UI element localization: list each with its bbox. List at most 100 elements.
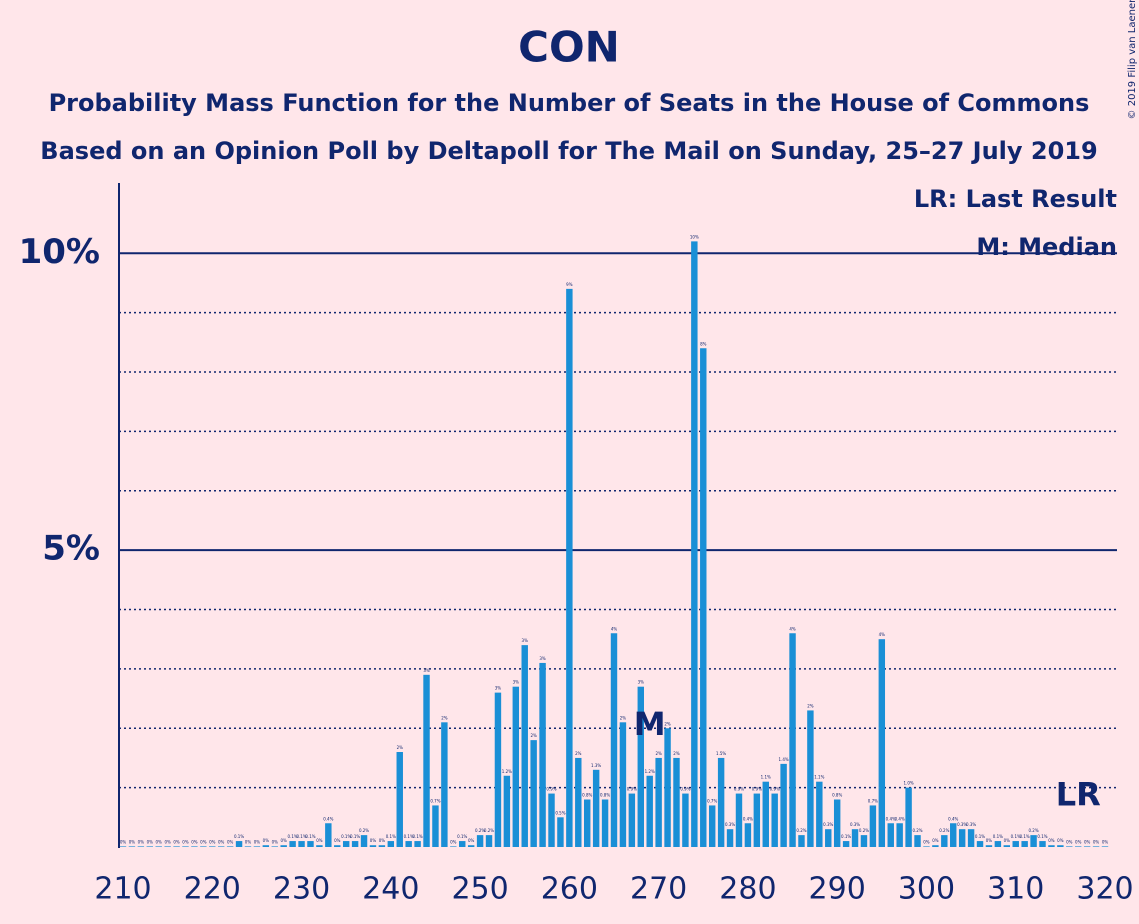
x-tick-label: 240 bbox=[362, 872, 419, 907]
value-label: 1.2% bbox=[502, 769, 512, 774]
value-label: 0% bbox=[1004, 838, 1011, 843]
value-label: 0% bbox=[1084, 839, 1091, 844]
x-tick-label: 220 bbox=[184, 872, 241, 907]
bar bbox=[316, 845, 323, 847]
bar bbox=[137, 846, 145, 847]
value-label: 0.2% bbox=[359, 828, 369, 833]
bar bbox=[798, 835, 805, 847]
value-label: 0.5% bbox=[555, 810, 565, 815]
marker-label: M bbox=[634, 705, 666, 743]
bar bbox=[1057, 845, 1064, 847]
value-label: 0.1% bbox=[404, 834, 414, 839]
bar bbox=[887, 823, 894, 847]
value-label: 4% bbox=[789, 626, 796, 631]
value-label: 0.1% bbox=[1020, 834, 1030, 839]
value-label: 9% bbox=[566, 282, 573, 287]
bar bbox=[342, 841, 350, 847]
value-label: 0.8% bbox=[582, 793, 592, 798]
bar bbox=[575, 757, 582, 847]
bar bbox=[691, 241, 698, 847]
bar bbox=[271, 846, 278, 847]
value-label: 0.1% bbox=[234, 834, 244, 839]
subtitle: Probability Mass Function for the Number… bbox=[49, 89, 1090, 117]
bar bbox=[1012, 841, 1019, 847]
bar bbox=[923, 846, 930, 847]
value-label: 1.2% bbox=[645, 769, 655, 774]
value-label: 0.1% bbox=[305, 834, 315, 839]
bar bbox=[967, 829, 975, 847]
bar bbox=[200, 846, 207, 847]
value-label: 0% bbox=[147, 839, 154, 844]
value-label: 0% bbox=[227, 839, 234, 844]
value-label: 0% bbox=[281, 838, 288, 843]
value-label: 3% bbox=[539, 656, 546, 661]
legend-entry: M: Median bbox=[976, 233, 1117, 261]
bar bbox=[842, 841, 850, 847]
value-label: 0.4% bbox=[895, 816, 905, 821]
bar bbox=[950, 823, 957, 847]
bar bbox=[717, 757, 725, 847]
value-label: 0.1% bbox=[288, 834, 298, 839]
bar bbox=[994, 841, 1002, 847]
bar bbox=[155, 846, 162, 847]
bar bbox=[467, 845, 475, 847]
value-label: 0% bbox=[1057, 838, 1064, 843]
bar bbox=[432, 805, 439, 847]
bar bbox=[253, 846, 261, 847]
value-label: 2% bbox=[575, 751, 582, 756]
value-label: 0% bbox=[316, 838, 323, 843]
bar bbox=[298, 841, 305, 847]
value-label: 0.1% bbox=[841, 834, 851, 839]
value-label: 1.1% bbox=[814, 775, 824, 780]
bar bbox=[592, 769, 600, 847]
bar bbox=[905, 787, 912, 847]
value-label: 0.8% bbox=[600, 793, 610, 798]
bar bbox=[164, 846, 171, 847]
value-label: 0.1% bbox=[457, 834, 467, 839]
bar bbox=[789, 633, 796, 847]
bar bbox=[1101, 846, 1109, 847]
bar bbox=[307, 841, 314, 847]
bar bbox=[637, 686, 644, 847]
bar bbox=[1003, 845, 1011, 847]
bar bbox=[869, 805, 877, 847]
bar bbox=[289, 841, 296, 847]
bar bbox=[441, 722, 448, 847]
bar bbox=[682, 793, 689, 847]
x-tick-label: 310 bbox=[987, 872, 1044, 907]
value-label: 0% bbox=[923, 839, 930, 844]
value-label: 0.3% bbox=[957, 822, 967, 827]
value-label: 0% bbox=[263, 838, 270, 843]
bar bbox=[1083, 846, 1091, 847]
bar bbox=[512, 686, 520, 847]
bar bbox=[405, 841, 412, 847]
bar bbox=[217, 846, 225, 847]
bar bbox=[450, 846, 457, 847]
y-tick-label: 5% bbox=[42, 529, 100, 569]
value-label: 0% bbox=[218, 839, 225, 844]
value-label: 2% bbox=[441, 715, 448, 720]
x-tick-label: 300 bbox=[898, 872, 955, 907]
value-label: 0% bbox=[173, 839, 180, 844]
bar bbox=[325, 823, 332, 847]
bar bbox=[414, 841, 421, 847]
value-label: 2% bbox=[397, 745, 404, 750]
bar bbox=[807, 710, 814, 847]
bar bbox=[780, 763, 787, 847]
bar bbox=[833, 799, 841, 847]
value-label: 0.9% bbox=[734, 787, 744, 792]
bar bbox=[958, 829, 966, 847]
value-label: 2% bbox=[664, 721, 671, 726]
value-label: 0% bbox=[468, 838, 475, 843]
value-label: 0% bbox=[1093, 839, 1100, 844]
bar bbox=[976, 841, 984, 847]
value-label: 2% bbox=[530, 733, 537, 738]
value-label: 0.2% bbox=[796, 828, 806, 833]
bar bbox=[128, 846, 136, 847]
value-label: 0.4% bbox=[948, 816, 958, 821]
value-label: 3% bbox=[495, 686, 502, 691]
value-label: 0% bbox=[182, 839, 189, 844]
value-label: 0.2% bbox=[859, 828, 869, 833]
bar bbox=[146, 846, 153, 847]
value-label: 0% bbox=[209, 839, 216, 844]
